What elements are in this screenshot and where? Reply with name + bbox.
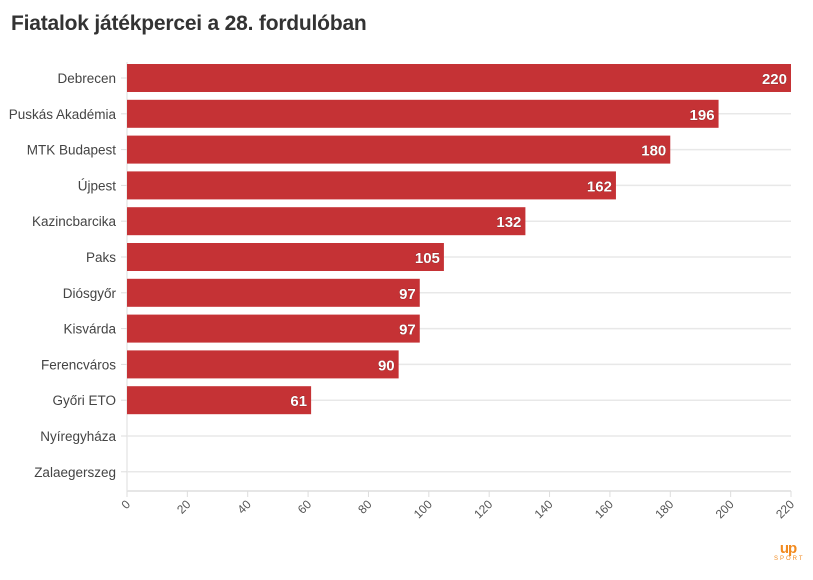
data-label: 61	[290, 393, 307, 410]
data-label: 132	[496, 214, 521, 231]
bar	[127, 171, 616, 200]
bar	[127, 64, 791, 92]
x-tick-label: 200	[713, 497, 737, 521]
bar	[127, 350, 399, 379]
category-label: Ferencváros	[41, 357, 116, 372]
chart-title: Fiatalok játékpercei a 28. fordulóban	[11, 12, 367, 35]
x-tick-label: 140	[532, 497, 556, 521]
bar	[127, 278, 420, 307]
logo-mark: up	[779, 540, 797, 557]
category-label: Kazincbarcika	[32, 214, 117, 229]
bar	[127, 99, 719, 128]
logo-sub: SPORT	[774, 556, 805, 562]
x-tick-label: 80	[355, 497, 375, 517]
up-sport-logo: up SPORT	[774, 540, 805, 562]
category-label: Nyíregyháza	[40, 429, 116, 444]
category-label: MTK Budapest	[27, 143, 117, 158]
category-label: Debrecen	[57, 71, 116, 86]
x-tick-label: 180	[652, 497, 676, 521]
x-tick-label: 20	[174, 497, 194, 517]
x-tick-label: 60	[295, 497, 315, 517]
data-label: 162	[587, 178, 612, 195]
category-label: Zalaegerszeg	[34, 465, 116, 480]
x-tick-label: 220	[773, 497, 797, 521]
bar	[127, 207, 526, 236]
x-tick-label: 0	[118, 497, 133, 512]
bar	[127, 243, 444, 271]
data-label: 97	[399, 322, 416, 339]
data-label: 90	[378, 357, 395, 374]
bar	[127, 386, 312, 415]
data-label: 180	[641, 143, 666, 160]
x-tick-label: 100	[411, 497, 435, 521]
data-label: 105	[415, 250, 440, 267]
x-tick-label: 120	[471, 497, 495, 521]
x-tick-label: 160	[592, 497, 616, 521]
data-label: 196	[690, 107, 715, 124]
category-label: Puskás Akadémia	[9, 107, 117, 122]
data-label: 220	[762, 71, 787, 88]
bar	[127, 135, 671, 164]
x-tick-label: 40	[235, 497, 255, 517]
category-label: Diósgyőr	[63, 286, 117, 301]
data-label: 97	[399, 286, 416, 303]
category-label: Győri ETO	[52, 393, 116, 408]
bar	[127, 314, 420, 343]
category-label: Paks	[86, 250, 116, 265]
category-label: Kisvárda	[63, 322, 116, 337]
category-label: Újpest	[78, 178, 117, 193]
